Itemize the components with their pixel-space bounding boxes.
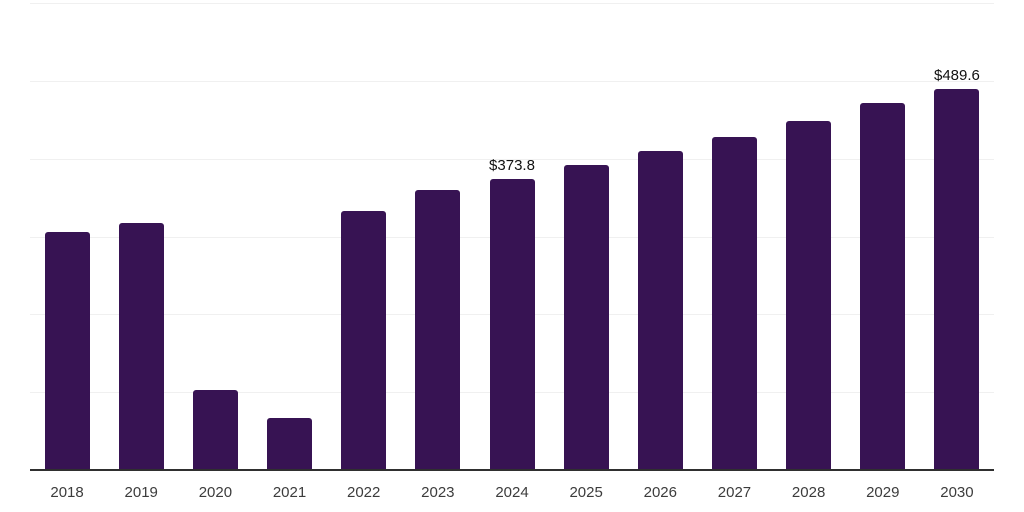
x-tick-label-2026: 2026 <box>643 484 677 501</box>
x-tick-label-2019: 2019 <box>124 484 158 501</box>
bar-2024 <box>489 179 535 470</box>
x-tick-label-2018: 2018 <box>50 484 84 501</box>
bar-2027 <box>711 136 757 470</box>
bar-2025 <box>563 164 609 470</box>
x-tick-label-2022: 2022 <box>347 484 381 501</box>
bar-2029 <box>860 103 906 470</box>
x-tick-label-2020: 2020 <box>198 484 233 501</box>
x-axis-labels: 2018 2019 2020 2021 2022 2023 2024 2025 2026 2027… <box>30 484 994 506</box>
x-axis-line <box>30 469 994 471</box>
plot-area: $373.8 $489.6 <box>30 3 994 471</box>
bar-2021 <box>267 417 313 470</box>
x-tick-label-2021: 2021 <box>272 484 307 501</box>
bar-2022 <box>341 210 387 470</box>
bar-2020 <box>192 389 238 470</box>
value-label-2030: $489.6 <box>933 66 980 84</box>
x-tick-label-2023: 2023 <box>421 484 455 501</box>
bar-2023 <box>415 189 461 470</box>
x-tick-label-2025: 2025 <box>569 484 603 501</box>
bar-2018 <box>44 231 90 470</box>
x-tick-label-2028: 2028 <box>791 484 826 501</box>
x-tick-label-2027: 2027 <box>717 484 752 501</box>
x-tick-label-2024: 2024 <box>495 484 529 501</box>
x-tick-label-2030: 2030 <box>940 484 974 501</box>
bar-2028 <box>786 120 832 470</box>
bar-2026 <box>637 150 683 470</box>
bar-2019 <box>118 223 164 470</box>
x-tick-label-2029: 2029 <box>866 484 900 501</box>
gridline-500 <box>30 80 994 82</box>
gridline-400 <box>30 158 994 160</box>
value-label-2024: $373.8 <box>489 157 535 175</box>
bar-2030 <box>934 88 980 470</box>
gridline-600 <box>30 3 994 4</box>
